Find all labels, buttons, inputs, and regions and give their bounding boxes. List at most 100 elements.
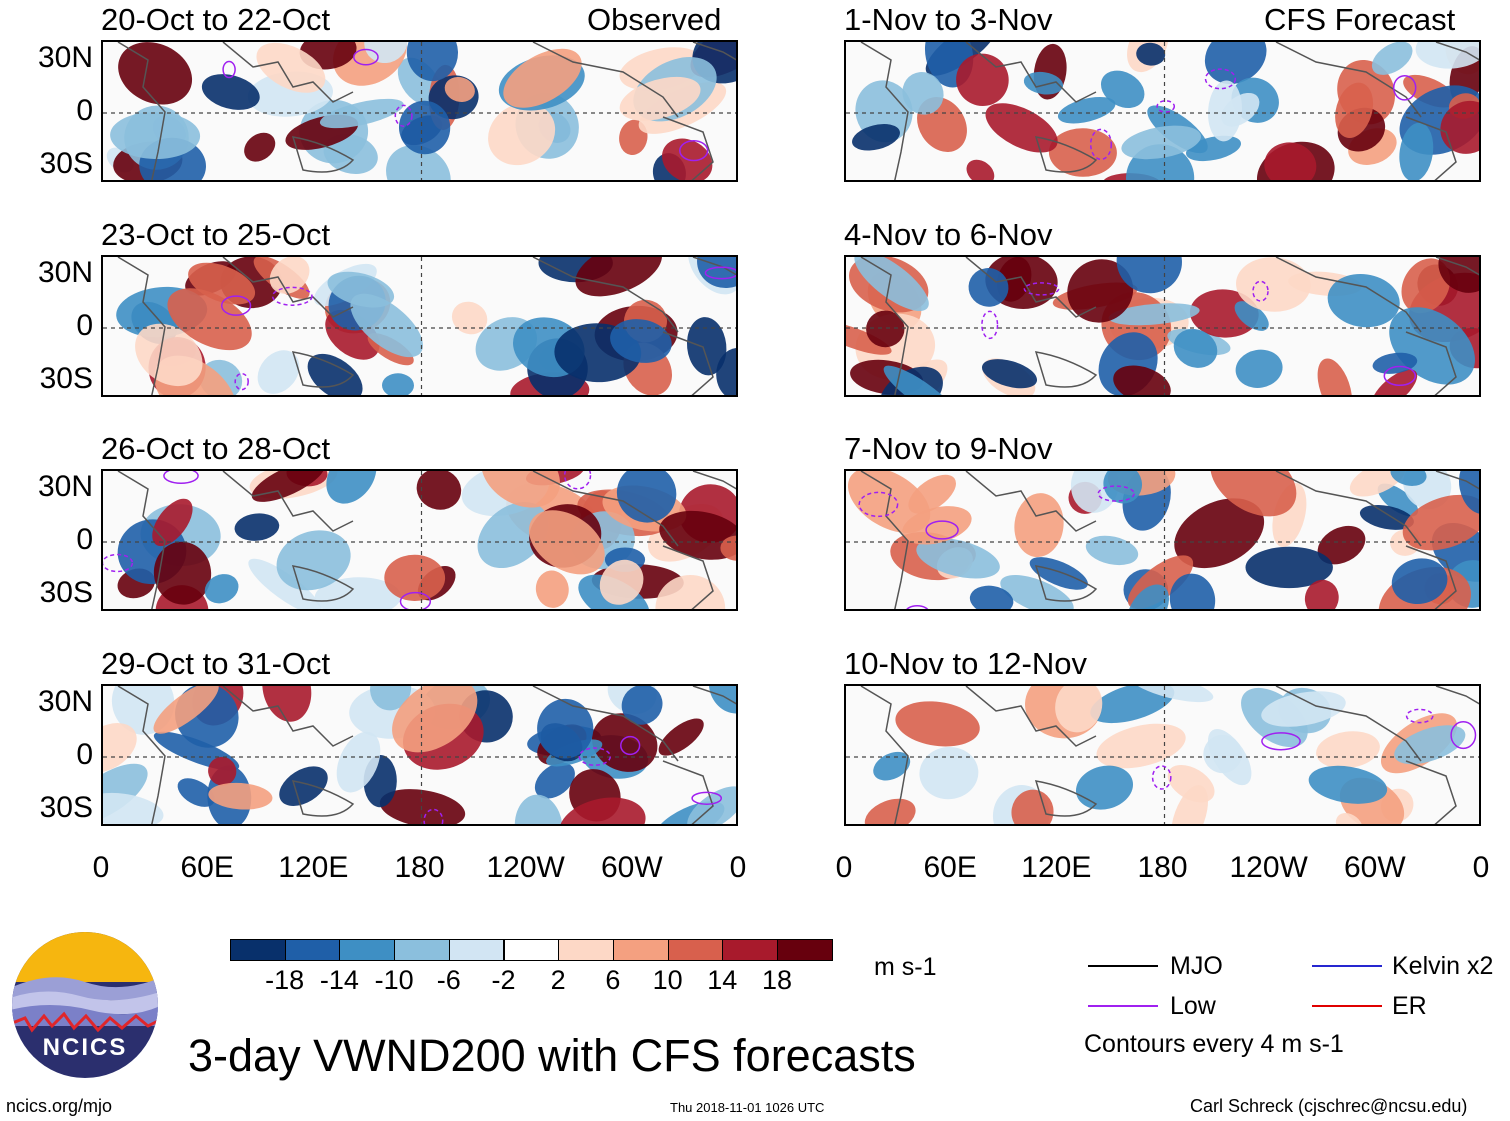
coastline bbox=[1034, 565, 1098, 602]
coastline bbox=[1405, 545, 1457, 609]
observed-ylabel-2-1: 30N bbox=[37, 256, 93, 289]
anomaly-blob bbox=[621, 686, 663, 725]
anomaly-blob bbox=[1335, 82, 1374, 138]
forecast-xlabel-4: 180 bbox=[1137, 851, 1188, 884]
coastline bbox=[1435, 42, 1479, 61]
anomaly-blob bbox=[1075, 765, 1134, 810]
anomaly-blob bbox=[686, 317, 727, 376]
anomaly-blob bbox=[118, 42, 193, 105]
low-contour bbox=[925, 520, 959, 540]
coastline bbox=[532, 42, 679, 118]
anomaly-blob bbox=[1245, 546, 1333, 589]
anomaly-blob bbox=[1204, 42, 1267, 85]
anomaly-blob bbox=[599, 559, 644, 605]
colorbar-tick-label: -6 bbox=[436, 965, 461, 995]
observed-ylabel-4-2: 0 bbox=[76, 738, 93, 771]
units-label: m s-1 bbox=[874, 953, 937, 981]
anomaly-blob bbox=[535, 570, 569, 608]
low-contour bbox=[353, 48, 379, 66]
anomaly-blob bbox=[1121, 125, 1201, 160]
coastline bbox=[1405, 116, 1457, 180]
anomaly-blob bbox=[386, 145, 451, 180]
low-contour bbox=[906, 605, 929, 609]
anomaly-blob bbox=[537, 698, 594, 759]
anomaly-blob bbox=[323, 134, 378, 174]
observed-ylabel-3-1: 30N bbox=[37, 470, 93, 503]
anomaly-blob bbox=[1210, 471, 1297, 517]
anomaly-blob bbox=[1399, 122, 1434, 180]
anomaly-blob bbox=[1136, 42, 1166, 66]
anomaly-blob bbox=[1116, 257, 1182, 294]
low-contour bbox=[423, 808, 444, 824]
observed-panel-title-4: 29-Oct to 31-Oct bbox=[101, 646, 331, 681]
anomaly-blob bbox=[314, 577, 402, 609]
forecast-xlabel-3: 120E bbox=[1021, 851, 1092, 884]
coastline bbox=[965, 471, 1097, 532]
anomaly-blob bbox=[406, 42, 459, 82]
anomaly-blob bbox=[866, 310, 905, 348]
anomaly-blob bbox=[854, 257, 929, 312]
colorbar-swatch bbox=[722, 939, 778, 961]
forecast-panel-title-3: 7-Nov to 9-Nov bbox=[844, 431, 1053, 466]
anomaly-blob bbox=[234, 513, 280, 541]
anomaly-blob bbox=[1173, 328, 1218, 368]
website-link[interactable]: ncics.org/mjo bbox=[6, 1096, 113, 1116]
anomaly-blob bbox=[1371, 42, 1413, 75]
observed-ylabel-2-2: 0 bbox=[76, 309, 93, 342]
coastline bbox=[965, 686, 1097, 747]
anomaly-blob bbox=[382, 373, 414, 395]
low-contour bbox=[234, 372, 249, 391]
anomaly-blob bbox=[697, 257, 736, 288]
observed-map-panel-2 bbox=[101, 255, 738, 397]
cfs-forecast-label: CFS Forecast bbox=[1264, 2, 1456, 37]
anomaly-blob bbox=[1055, 686, 1103, 733]
anomaly-blob bbox=[895, 701, 980, 747]
anomaly-blob bbox=[1317, 525, 1366, 565]
anomaly-blob bbox=[852, 124, 900, 151]
anomaly-blob bbox=[103, 723, 137, 773]
colorbar-tick-label: 14 bbox=[707, 965, 738, 995]
author: Carl Schreck (cjschrec@ncsu.edu) bbox=[1190, 1096, 1468, 1116]
forecast-panel-title-1: 1-Nov to 3-Nov bbox=[844, 2, 1053, 37]
anomaly-blob bbox=[1377, 483, 1419, 517]
anomaly-blob bbox=[1390, 471, 1427, 486]
anomaly-blob bbox=[1235, 349, 1283, 388]
observed-panel-title-3: 26-Oct to 28-Oct bbox=[101, 431, 331, 466]
anomaly-blob bbox=[177, 778, 215, 807]
observed-map-panel-4 bbox=[101, 684, 738, 826]
observed-map-panel-1 bbox=[101, 40, 738, 182]
low-contour bbox=[399, 591, 432, 609]
coastline bbox=[291, 780, 355, 817]
observed-xlabel-2: 60E bbox=[180, 851, 234, 884]
forecast-xlabel-5: 120W bbox=[1229, 851, 1308, 884]
colorbar-tick-label: 18 bbox=[761, 965, 793, 995]
coastline bbox=[860, 42, 909, 180]
anomaly-blob bbox=[1174, 498, 1265, 569]
forecast-xlabel-1: 0 bbox=[835, 851, 853, 884]
anomaly-blob bbox=[981, 359, 1038, 389]
anomaly-blob bbox=[1067, 259, 1134, 323]
observed-ylabel-1-3: 30S bbox=[39, 147, 93, 180]
anomaly-blob bbox=[1440, 100, 1479, 154]
anomaly-blob bbox=[559, 797, 646, 824]
coastline bbox=[291, 351, 355, 388]
observed-label: Observed bbox=[587, 2, 722, 37]
anomaly-blob bbox=[514, 794, 563, 824]
observed-xlabel-5: 120W bbox=[486, 851, 565, 884]
colorbar-swatch bbox=[339, 939, 396, 961]
anomaly-blob bbox=[1459, 471, 1479, 515]
anomaly-blob bbox=[1103, 471, 1143, 504]
legend-line-kelvin bbox=[1312, 965, 1382, 967]
anomaly-blob bbox=[208, 756, 237, 786]
coastline bbox=[860, 471, 909, 609]
anomaly-blob bbox=[1057, 96, 1116, 124]
forecast-map-panel-1 bbox=[844, 40, 1481, 182]
anomaly-blob bbox=[152, 498, 193, 547]
low-contour bbox=[1392, 74, 1417, 101]
coastline bbox=[1275, 257, 1422, 333]
anomaly-blob bbox=[379, 789, 466, 824]
anomaly-blob bbox=[1261, 691, 1346, 727]
low-contour bbox=[679, 139, 709, 162]
anomaly-blob bbox=[708, 686, 736, 714]
anomaly-blob bbox=[1126, 144, 1195, 180]
